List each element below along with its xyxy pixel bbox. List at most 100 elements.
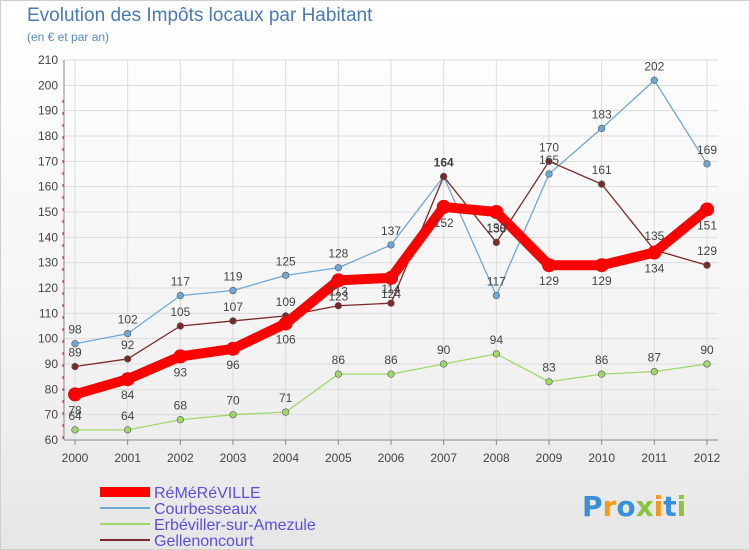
data-point (703, 360, 711, 368)
data-point (650, 368, 658, 376)
data-point (71, 426, 79, 434)
data-label: 202 (644, 59, 664, 73)
data-point (387, 370, 395, 378)
data-point (71, 362, 79, 371)
data-point (331, 273, 346, 288)
data-label: 170 (539, 140, 559, 154)
data-label: 89 (68, 346, 82, 360)
x-tick-label: 2000 (62, 451, 89, 465)
data-label: 102 (118, 313, 138, 327)
x-tick-label: 2010 (588, 451, 615, 465)
data-label: 94 (490, 333, 504, 347)
logo-letter: P (582, 490, 603, 523)
x-tick-label: 2008 (483, 451, 510, 465)
data-point (120, 372, 135, 387)
data-label: 183 (592, 107, 612, 121)
data-point (440, 360, 448, 368)
data-point (598, 124, 606, 132)
data-point (650, 76, 658, 84)
data-label: 164 (434, 156, 454, 170)
data-label: 165 (539, 153, 559, 167)
x-tick-label: 2011 (641, 451, 667, 465)
x-tick-label: 2001 (114, 451, 141, 465)
data-point (124, 355, 132, 363)
data-label: 123 (328, 289, 348, 303)
logo-letter: t (663, 490, 676, 523)
x-tick-label: 2007 (430, 451, 457, 465)
y-tick-label: 210 (38, 53, 58, 67)
chart-title: Evolution des Impôts locaux par Habitant (27, 5, 373, 26)
data-point (492, 292, 500, 300)
data-point (440, 172, 448, 181)
y-tick-label: 170 (38, 154, 58, 168)
data-point (545, 170, 553, 178)
data-point (176, 292, 184, 300)
series-layer (68, 76, 714, 434)
data-point (492, 350, 500, 358)
y-tick-label: 190 (38, 104, 58, 118)
y-tick-label: 200 (38, 78, 58, 92)
x-tick-label: 2003 (220, 451, 247, 465)
y-tick-label: 130 (38, 256, 58, 270)
data-label: 169 (697, 143, 717, 157)
y-tick-label: 160 (38, 180, 58, 194)
legend-entry: Gellenoncourt (154, 533, 254, 550)
data-label: 128 (328, 247, 348, 261)
data-point (282, 408, 290, 416)
logo-letter: o (616, 490, 635, 523)
data-point (387, 241, 395, 249)
chart-subtitle: (en € et par an) (27, 30, 110, 44)
data-label: 105 (170, 305, 190, 319)
data-label: 134 (644, 262, 664, 276)
data-point (334, 302, 342, 310)
data-label: 150 (486, 221, 506, 235)
legend-entry: Erbéviller-sur-Amezule (154, 517, 316, 534)
data-point (545, 157, 553, 165)
data-label: 114 (381, 282, 400, 296)
data-label: 93 (174, 365, 188, 379)
x-tick-label: 2004 (272, 451, 299, 465)
data-label: 87 (648, 351, 662, 365)
data-point (229, 286, 237, 295)
data-point (703, 261, 711, 269)
data-point (492, 238, 500, 246)
data-label: 64 (121, 409, 135, 423)
legend-entry: RéMéRéVILLE (154, 485, 261, 502)
y-tick-label: 90 (45, 357, 59, 371)
data-label: 86 (384, 353, 398, 367)
data-point (278, 316, 293, 331)
data-point (173, 349, 188, 364)
proxiti-logo: Proxiti (582, 490, 686, 523)
y-tick-label: 140 (38, 230, 58, 244)
data-label: 64 (68, 409, 82, 423)
data-label: 90 (700, 343, 714, 357)
y-tick-label: 70 (45, 408, 59, 422)
data-labels: 98 102 117 119 125 128 137 164 117 165 183 202 169 64… (68, 59, 717, 423)
logo-text: Proxiti (582, 490, 686, 523)
data-label: 129 (592, 274, 612, 288)
data-point (71, 340, 79, 348)
data-point (176, 322, 184, 330)
data-point (176, 416, 184, 424)
grid (64, 59, 718, 441)
data-label: 129 (697, 244, 717, 258)
data-point (334, 264, 342, 272)
data-label: 151 (697, 218, 717, 232)
x-tick-label: 2006 (378, 451, 405, 465)
data-point (545, 378, 553, 386)
y-tick-label: 120 (38, 281, 58, 295)
data-label: 83 (542, 361, 556, 375)
data-point (68, 387, 82, 402)
y-tick-label: 100 (38, 332, 58, 346)
data-label: 96 (226, 358, 240, 372)
legend-entry: Courbesseaux (154, 501, 257, 518)
data-point (226, 341, 240, 356)
data-label: 68 (174, 399, 188, 413)
data-point (229, 317, 237, 325)
data-label: 109 (276, 295, 296, 309)
x-tick-label: 2012 (694, 451, 721, 465)
data-label: 119 (223, 270, 242, 284)
y-tick-label: 150 (38, 205, 58, 219)
data-label: 78 (68, 403, 82, 417)
